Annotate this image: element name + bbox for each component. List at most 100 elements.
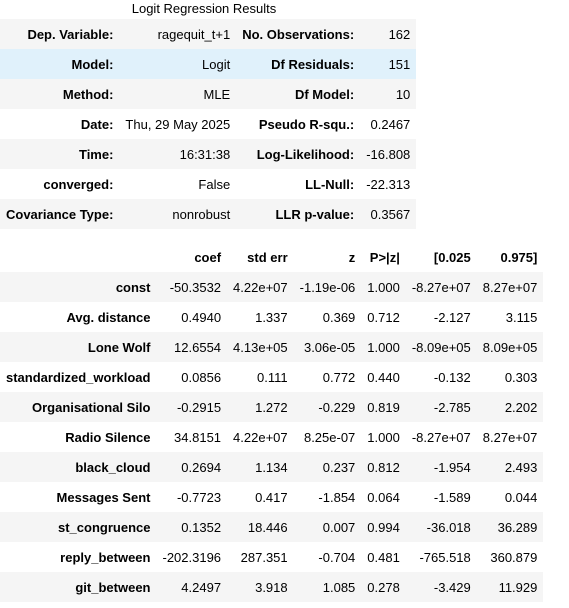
summary-label: converged: (43, 176, 114, 192)
summary-value: 0.3567 (360, 199, 417, 229)
table-cell: 0.2694 (156, 452, 228, 482)
table-cell: 360.879 (490, 549, 538, 565)
table-cell: 0.007 (293, 512, 362, 542)
table-cell: -0.229 (293, 392, 362, 422)
summary-label: Method: (0, 79, 120, 109)
table-cell: 8.09e+05 (476, 332, 544, 362)
summary-label: Model: (0, 49, 120, 79)
column-header: coef (194, 249, 222, 265)
table-cell: -1.19e-06 (293, 272, 362, 302)
table-cell: 0.064 (367, 489, 400, 505)
table-row: Organisational Silo -0.2915 1.272 -0.229 0.8… (0, 392, 544, 422)
table-row: git_between 4.2497 3.918 1.085 0.278 -3.429 11… (0, 572, 544, 602)
table-cell: -0.2915 (156, 392, 228, 422)
column-header (0, 242, 156, 272)
table-cell: 8.27e+07 (482, 429, 538, 445)
summary-row: Model: Logit Df Residuals: 151 (0, 49, 417, 79)
table-cell: 1.134 (227, 452, 294, 482)
summary-row: Method: MLE Df Model: 10 (0, 79, 417, 109)
table-cell: 12.6554 (156, 332, 228, 362)
variable-name: st_congruence (0, 512, 157, 542)
table-row: Radio Silence 34.8151 4.22e+07 8.25e-07 1.00… (0, 422, 543, 452)
table-cell: 0.812 (361, 452, 406, 482)
table-cell: 1.000 (367, 429, 400, 445)
table-cell: -0.7723 (176, 489, 222, 505)
table-cell: 1.000 (361, 332, 406, 362)
table-cell: -765.518 (419, 549, 471, 565)
table-cell: 0.994 (361, 512, 406, 542)
variable-name: standardized_workload (6, 369, 151, 385)
table-cell: -8.27e+07 (411, 429, 471, 445)
table-cell: 34.8151 (174, 429, 222, 445)
summary-value: 162 (360, 19, 417, 49)
summary-label: Pseudo R-squ.: (258, 116, 355, 132)
table-cell: 0.819 (361, 392, 406, 422)
table-cell: 0.369 (322, 309, 356, 325)
table-cell: 0.044 (504, 489, 538, 505)
summary-label: Covariance Type: (0, 199, 120, 229)
summary-row: Dep. Variable: ragequit_t+1 No. Observatio… (0, 19, 417, 49)
summary-value: 0.2467 (370, 116, 411, 132)
summary-value: Thu, 29 May 2025 (125, 116, 231, 132)
table-cell: 4.13e+05 (227, 332, 294, 362)
column-header: z (348, 249, 356, 265)
column-header: [0.025 (433, 249, 471, 265)
variable-name: git_between (0, 572, 157, 602)
table-cell: 1.272 (227, 392, 294, 422)
table-cell: -2.785 (405, 392, 477, 422)
summary-label: Df Model: (236, 79, 361, 109)
variable-name: Messages Sent (56, 489, 151, 505)
table-cell: -1.589 (433, 489, 471, 505)
coefficient-table: coef std err z P>|z| [0.025 0.975] const -50.3… (0, 242, 544, 602)
summary-label: Df Residuals: (236, 49, 361, 79)
table-cell: 0.111 (257, 369, 288, 385)
variable-name: Organisational Silo (0, 392, 157, 422)
table-row: st_congruence 0.1352 18.446 0.007 0.994 -36.0… (0, 512, 544, 542)
table-cell: -202.3196 (162, 549, 222, 565)
summary-label: Log-Likelihood: (236, 139, 361, 169)
coefficient-header-row: coef std err z P>|z| [0.025 0.975] (0, 242, 543, 272)
summary-value: 10 (360, 79, 417, 109)
table-cell: 4.22e+07 (227, 272, 294, 302)
table-cell: 0.1352 (156, 512, 228, 542)
table-cell: 4.2497 (156, 572, 228, 602)
summary-value: nonrobust (119, 199, 237, 229)
table-cell: 0.481 (367, 549, 400, 565)
table-cell: 1.085 (293, 572, 362, 602)
summary-value: False (198, 176, 231, 192)
summary-label: No. Observations: (236, 19, 361, 49)
table-cell: -50.3532 (156, 272, 228, 302)
table-row: Avg. distance 0.4940 1.337 0.369 0.712 -2.127… (0, 302, 543, 332)
model-summary-table: Dep. Variable: ragequit_t+1 No. Observatio… (0, 19, 417, 229)
summary-row: converged: False LL-Null: -22.313 (0, 169, 416, 199)
summary-label: Date: (80, 116, 114, 132)
summary-label: LL-Null: (305, 176, 355, 192)
variable-name: Radio Silence (65, 429, 151, 445)
table-cell: 0.417 (255, 489, 288, 505)
table-cell: -8.27e+07 (405, 272, 477, 302)
table-cell: -2.127 (433, 309, 471, 325)
table-cell: 0.0856 (181, 369, 222, 385)
table-cell: 11.929 (476, 572, 544, 602)
table-cell: 0.4940 (181, 309, 222, 325)
table-row: reply_between -202.3196 287.351 -0.704 0.481… (0, 542, 543, 572)
table-cell: 0.237 (293, 452, 362, 482)
table-cell: -36.018 (405, 512, 477, 542)
variable-name: Avg. distance (66, 309, 151, 325)
table-cell: 36.289 (476, 512, 544, 542)
table-cell: 4.22e+07 (233, 429, 288, 445)
table-row: standardized_workload 0.0856 0.111 0.772 0.4… (0, 362, 543, 392)
table-cell: -3.429 (405, 572, 477, 602)
variable-name: black_cloud (0, 452, 157, 482)
summary-value: 151 (360, 49, 417, 79)
table-cell: 3.918 (227, 572, 294, 602)
table-row: black_cloud 0.2694 1.134 0.237 0.812 -1.954 2.… (0, 452, 544, 482)
table-cell: 287.351 (240, 549, 288, 565)
summary-value: MLE (119, 79, 237, 109)
column-header: 0.975] (500, 249, 538, 265)
table-cell: 0.278 (361, 572, 406, 602)
variable-name: const (0, 272, 157, 302)
table-cell: 8.27e+07 (476, 272, 544, 302)
table-cell: 1.337 (255, 309, 288, 325)
table-cell: 0.303 (504, 369, 538, 385)
